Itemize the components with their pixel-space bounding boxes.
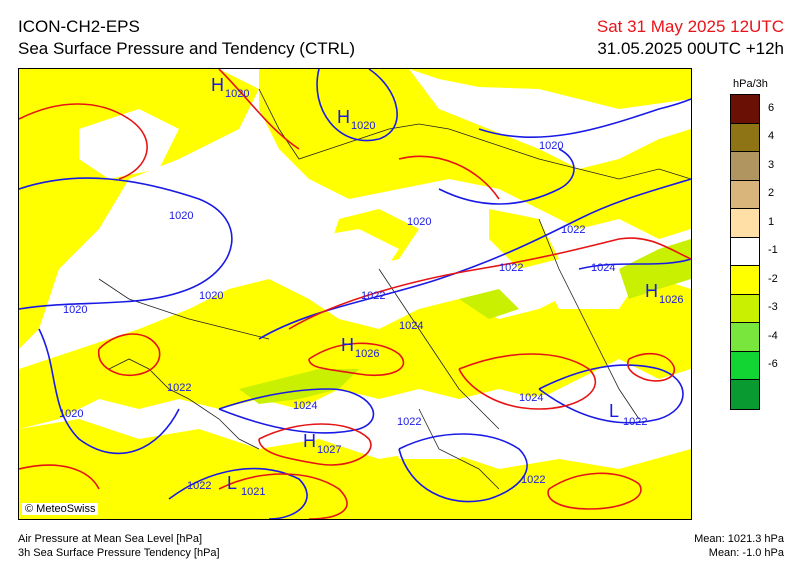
- svg-text:1027: 1027: [317, 444, 341, 456]
- pressure-center-2: H 1020: [337, 107, 375, 132]
- copyright-label: © MeteoSwiss: [22, 503, 99, 515]
- svg-text:1020: 1020: [225, 88, 249, 100]
- svg-text:1026: 1026: [355, 348, 379, 360]
- isobar-label: 1024: [293, 400, 317, 412]
- svg-text:H: H: [341, 335, 354, 355]
- isobar-label: 1020: [199, 290, 223, 302]
- mean-tendency: Mean: -1.0 hPa: [708, 547, 784, 559]
- legend-swatch: [731, 180, 759, 209]
- legend-label: -3: [768, 301, 778, 313]
- legend-label: 1: [768, 215, 775, 228]
- svg-text:H: H: [645, 281, 658, 301]
- legend-label: -2: [768, 272, 778, 285]
- legend-label: -6: [768, 358, 778, 370]
- legend-swatch: [731, 294, 759, 323]
- isobar-label: 1024: [519, 392, 543, 404]
- legend-label: 6: [768, 101, 775, 114]
- legend-label: -4: [768, 329, 778, 342]
- legend-swatch: [731, 351, 759, 380]
- svg-text:1021: 1021: [241, 486, 265, 498]
- footer-line-tendency: 3h Sea Surface Pressure Tendency [hPa]: [18, 547, 220, 559]
- svg-text:H: H: [303, 431, 316, 451]
- isobar-label: 1020: [63, 304, 87, 316]
- pressure-center-6: L 1021: [227, 473, 265, 498]
- svg-text:H: H: [211, 75, 224, 95]
- isobar-label: 1022: [397, 416, 421, 428]
- pressure-center-7: L 1022: [609, 401, 647, 428]
- pressure-center-1: H 1020: [211, 75, 249, 100]
- pressure-center-3: H 1026: [341, 335, 379, 360]
- time-block: Sat 31 May 2025 12UTC 31.05.2025 00UTC +…: [597, 16, 784, 60]
- legend-swatch: [731, 380, 759, 409]
- run-time: 31.05.2025 00UTC +12h: [597, 39, 784, 58]
- isobar-label: 1020: [407, 216, 431, 228]
- legend-swatch: [731, 152, 759, 181]
- isobar-label: 1022: [499, 262, 523, 274]
- svg-text:L: L: [227, 473, 237, 493]
- isobar-label: 1024: [591, 262, 615, 274]
- legend-label: 3: [768, 158, 775, 171]
- legend-label: 2: [768, 187, 775, 199]
- mean-pressure: Mean: 1021.3 hPa: [694, 533, 784, 545]
- svg-text:H: H: [337, 107, 350, 127]
- isobar-label: 1020: [539, 140, 563, 152]
- isobar-label: 1020: [59, 408, 83, 420]
- isobar-label: 1024: [399, 320, 423, 332]
- title-block: ICON-CH2-EPS Sea Surface Pressure and Te…: [18, 16, 355, 60]
- isobar-label: 1022: [187, 480, 211, 492]
- legend-swatch: [731, 237, 759, 266]
- footer-legend-text: Air Pressure at Mean Sea Level [hPa] 3h …: [18, 532, 220, 560]
- legend-swatch: [731, 95, 759, 124]
- svg-text:1026: 1026: [659, 294, 683, 306]
- pressure-centers: H 1020 H 1020 H 1026 H 1027 H 1026 L 102…: [211, 75, 683, 498]
- model-name: ICON-CH2-EPS: [18, 17, 140, 36]
- legend-unit: hPa/3h: [733, 78, 768, 90]
- isobar-label: 1020: [169, 210, 193, 222]
- footer-line-pressure: Air Pressure at Mean Sea Level [hPa]: [18, 533, 203, 545]
- pressure-map: H 1020 H 1020 H 1026 H 1027 H 1026 L 102…: [18, 68, 692, 520]
- isobar-label: 1022: [561, 224, 585, 236]
- product-name: Sea Surface Pressure and Tendency (CTRL): [18, 39, 356, 58]
- isobars-blue: [19, 69, 691, 519]
- isobar-label: 1022: [167, 382, 191, 394]
- legend-swatch: [731, 266, 759, 295]
- pressure-center-4: H 1027: [303, 431, 341, 456]
- isobar-label: 1022: [521, 474, 545, 486]
- pressure-center-5: H 1026: [645, 281, 683, 306]
- legend-label: -1: [768, 244, 778, 256]
- isobar-labels: 1020 1020 1020 1020 1020 1020 1022 1022 …: [59, 140, 615, 492]
- svg-text:1022: 1022: [623, 416, 647, 428]
- legend-swatch: [731, 209, 759, 238]
- legend-label: 4: [768, 130, 775, 142]
- tendency-field: [19, 69, 691, 519]
- svg-text:L: L: [609, 401, 619, 421]
- color-legend: [730, 94, 760, 410]
- country-borders: [98, 88, 691, 490]
- svg-text:1020: 1020: [351, 120, 375, 132]
- footer-means: Mean: 1021.3 hPa Mean: -1.0 hPa: [694, 532, 784, 560]
- isobars-red: [19, 69, 691, 519]
- valid-time: Sat 31 May 2025 12UTC: [596, 17, 784, 36]
- isobar-label: 1022: [361, 290, 385, 302]
- legend-swatch: [731, 123, 759, 152]
- legend-swatch: [731, 323, 759, 352]
